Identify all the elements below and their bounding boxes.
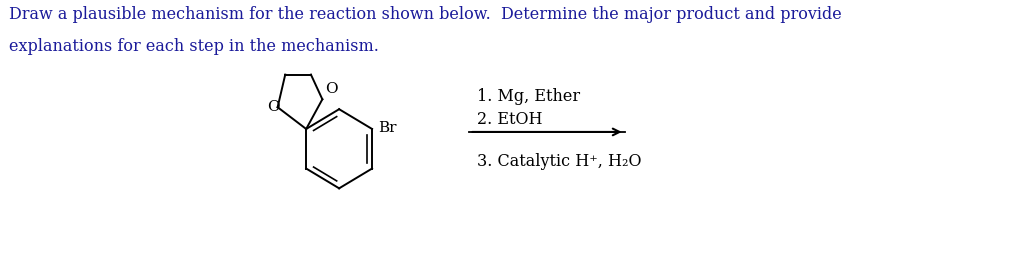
Text: 3. Catalytic H⁺, H₂O: 3. Catalytic H⁺, H₂O <box>477 153 642 170</box>
Text: 2. EtOH: 2. EtOH <box>477 110 543 128</box>
Text: 1. Mg, Ether: 1. Mg, Ether <box>477 88 580 105</box>
Text: Draw a plausible mechanism for the reaction shown below.  Determine the major pr: Draw a plausible mechanism for the react… <box>9 6 842 23</box>
Text: O: O <box>267 100 280 114</box>
Text: Br: Br <box>378 121 397 135</box>
Text: O: O <box>325 82 338 96</box>
Text: explanations for each step in the mechanism.: explanations for each step in the mechan… <box>9 38 379 55</box>
